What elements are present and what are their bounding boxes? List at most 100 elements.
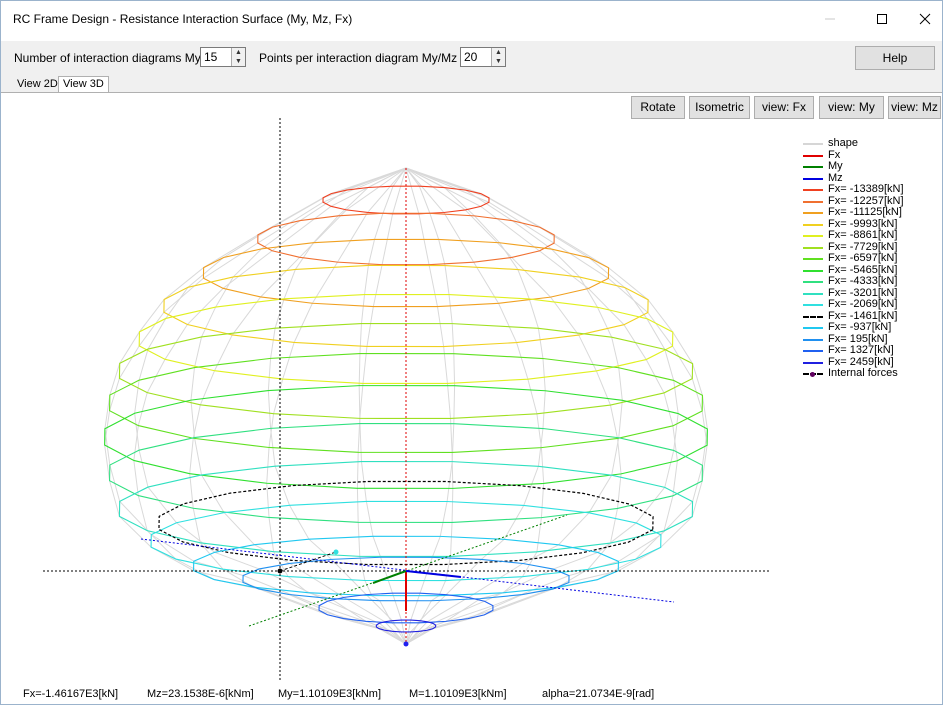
num-diagrams-value[interactable]: 15	[204, 50, 218, 64]
legend-swatch	[803, 189, 823, 191]
legend-label: Fx= -13389[kN]	[828, 183, 904, 195]
maximize-button[interactable]	[860, 1, 904, 37]
rotate-button[interactable]: Rotate	[631, 96, 685, 119]
legend-label: Fx= 2459[kN]	[828, 355, 894, 368]
marker-icon	[810, 372, 815, 377]
interaction-ring	[109, 423, 703, 523]
legend-swatch	[803, 200, 823, 203]
legend-item: Fx= -3201[kN]	[801, 286, 936, 300]
legend-label: Fx= -6597[kN]	[828, 252, 898, 264]
points-label: Points per interaction diagram My/Mz	[259, 51, 458, 65]
close-icon	[919, 13, 931, 25]
legend-item: Fx= -7729[kN]	[801, 240, 936, 254]
points-value[interactable]: 20	[464, 50, 478, 64]
status-alpha: alpha=21.0734E-9[rad]	[542, 688, 655, 700]
legend-label: Fx= -2069[kN]	[828, 298, 898, 310]
status-my: My=1.10109E3[kNm]	[278, 688, 382, 700]
legend-label: Fx= -7729[kN]	[828, 240, 898, 253]
chevron-up-icon[interactable]: ▲	[495, 49, 502, 56]
legend-label: Internal forces	[828, 367, 898, 379]
legend-swatch	[803, 269, 823, 272]
legend-swatch	[803, 281, 823, 283]
legend-label: Fx= -1461[kN]	[828, 309, 898, 322]
plot-legend: shape Fx My Mz Fx= -13389[kN] Fx= -12257[kN] F…	[801, 138, 936, 380]
num-diagrams-stepper[interactable]: 15 ▲ ▼	[200, 47, 246, 67]
legend-label: Fx= 195[kN]	[828, 332, 888, 345]
tab-view-2d[interactable]: View 2D	[17, 78, 58, 90]
chevron-down-icon[interactable]: ▼	[495, 58, 502, 65]
legend-swatch	[803, 154, 823, 157]
interaction-ring	[138, 293, 674, 385]
legend-label: Fx= -937[kN]	[828, 321, 892, 333]
interaction-ring	[257, 212, 555, 266]
legend-item: Fx= 1327[kN]	[801, 345, 936, 357]
legend-swatch	[803, 143, 823, 145]
legend-item: Mz	[801, 172, 936, 185]
legend-swatch	[803, 361, 823, 364]
legend-label: Fx= -3201[kN]	[828, 286, 898, 299]
status-mz: Mz=23.1538E-6[kNm]	[147, 688, 254, 700]
title-bar: RC Frame Design - Resistance Interaction…	[1, 1, 942, 39]
stepper-arrows[interactable]: ▲ ▼	[231, 48, 245, 66]
legend-swatch	[803, 235, 823, 237]
close-button[interactable]	[903, 1, 943, 37]
window-title: RC Frame Design - Resistance Interaction…	[13, 12, 353, 26]
legend-item: Fx= -1461[kN]	[801, 309, 936, 323]
legend-item: shape	[801, 138, 936, 150]
view-my-button[interactable]: view: My	[819, 96, 884, 119]
interaction-ring	[163, 264, 649, 348]
minimize-icon	[825, 18, 835, 20]
legend-label: My	[828, 160, 843, 172]
internal-forces-origin	[277, 568, 283, 574]
maximize-icon	[877, 14, 887, 24]
legend-label: Fx= -4333[kN]	[828, 275, 898, 287]
legend-swatch	[803, 327, 823, 329]
interaction-ring	[118, 461, 694, 557]
legend-label: Fx= -12257[kN]	[828, 194, 904, 207]
interaction-ring	[242, 556, 570, 602]
legend-swatch	[803, 212, 823, 214]
legend-swatch	[803, 166, 823, 168]
chevron-up-icon[interactable]: ▲	[235, 49, 242, 56]
legend-swatch	[803, 338, 823, 341]
interaction-ring	[322, 185, 490, 215]
num-diagrams-label: Number of interaction diagrams My/Mz	[14, 51, 221, 65]
interaction-ring	[192, 535, 620, 597]
view-tabs: View 2D View 3D	[1, 75, 942, 93]
status-m: M=1.10109E3[kNm]	[409, 688, 507, 700]
legend-item: Fx= -12257[kN]	[801, 194, 936, 208]
legend-label: Fx= -5465[kN]	[828, 263, 898, 276]
legend-label: Fx= 1327[kN]	[828, 344, 894, 356]
legend-item: Fx= -937[kN]	[801, 322, 936, 334]
bottom-apex-point	[403, 641, 409, 647]
legend-item: Fx= -5465[kN]	[801, 263, 936, 277]
view-fx-button[interactable]: view: Fx	[754, 96, 814, 119]
surface-rings	[104, 185, 708, 633]
legend-item: Fx= 2459[kN]	[801, 355, 936, 369]
internal-forces-point	[333, 549, 339, 555]
legend-swatch	[803, 315, 823, 318]
legend-item: Fx= -4333[kN]	[801, 276, 936, 288]
legend-item: Fx	[801, 148, 936, 162]
legend-item: Internal forces	[801, 368, 936, 380]
interaction-ring	[318, 592, 494, 624]
help-button[interactable]: Help	[855, 46, 935, 70]
legend-label: Fx= -11125[kN]	[828, 206, 902, 218]
legend-swatch	[803, 292, 823, 295]
points-stepper[interactable]: 20 ▲ ▼	[460, 47, 506, 67]
stepper-arrows[interactable]: ▲ ▼	[491, 48, 505, 66]
legend-item: Fx= 195[kN]	[801, 332, 936, 346]
minimize-button[interactable]	[808, 1, 852, 37]
legend-item: Fx= -11125[kN]	[801, 207, 936, 219]
interaction-ring	[118, 323, 694, 419]
legend-item: My	[801, 161, 936, 173]
legend-item: Fx= -2069[kN]	[801, 299, 936, 311]
legend-swatch	[803, 304, 823, 306]
chevron-down-icon[interactable]: ▼	[235, 58, 242, 65]
tab-view-3d[interactable]: View 3D	[58, 76, 109, 93]
view-mz-button[interactable]: view: Mz	[888, 96, 941, 119]
legend-label: Fx	[828, 148, 841, 161]
isometric-button[interactable]: Isometric	[689, 96, 750, 119]
